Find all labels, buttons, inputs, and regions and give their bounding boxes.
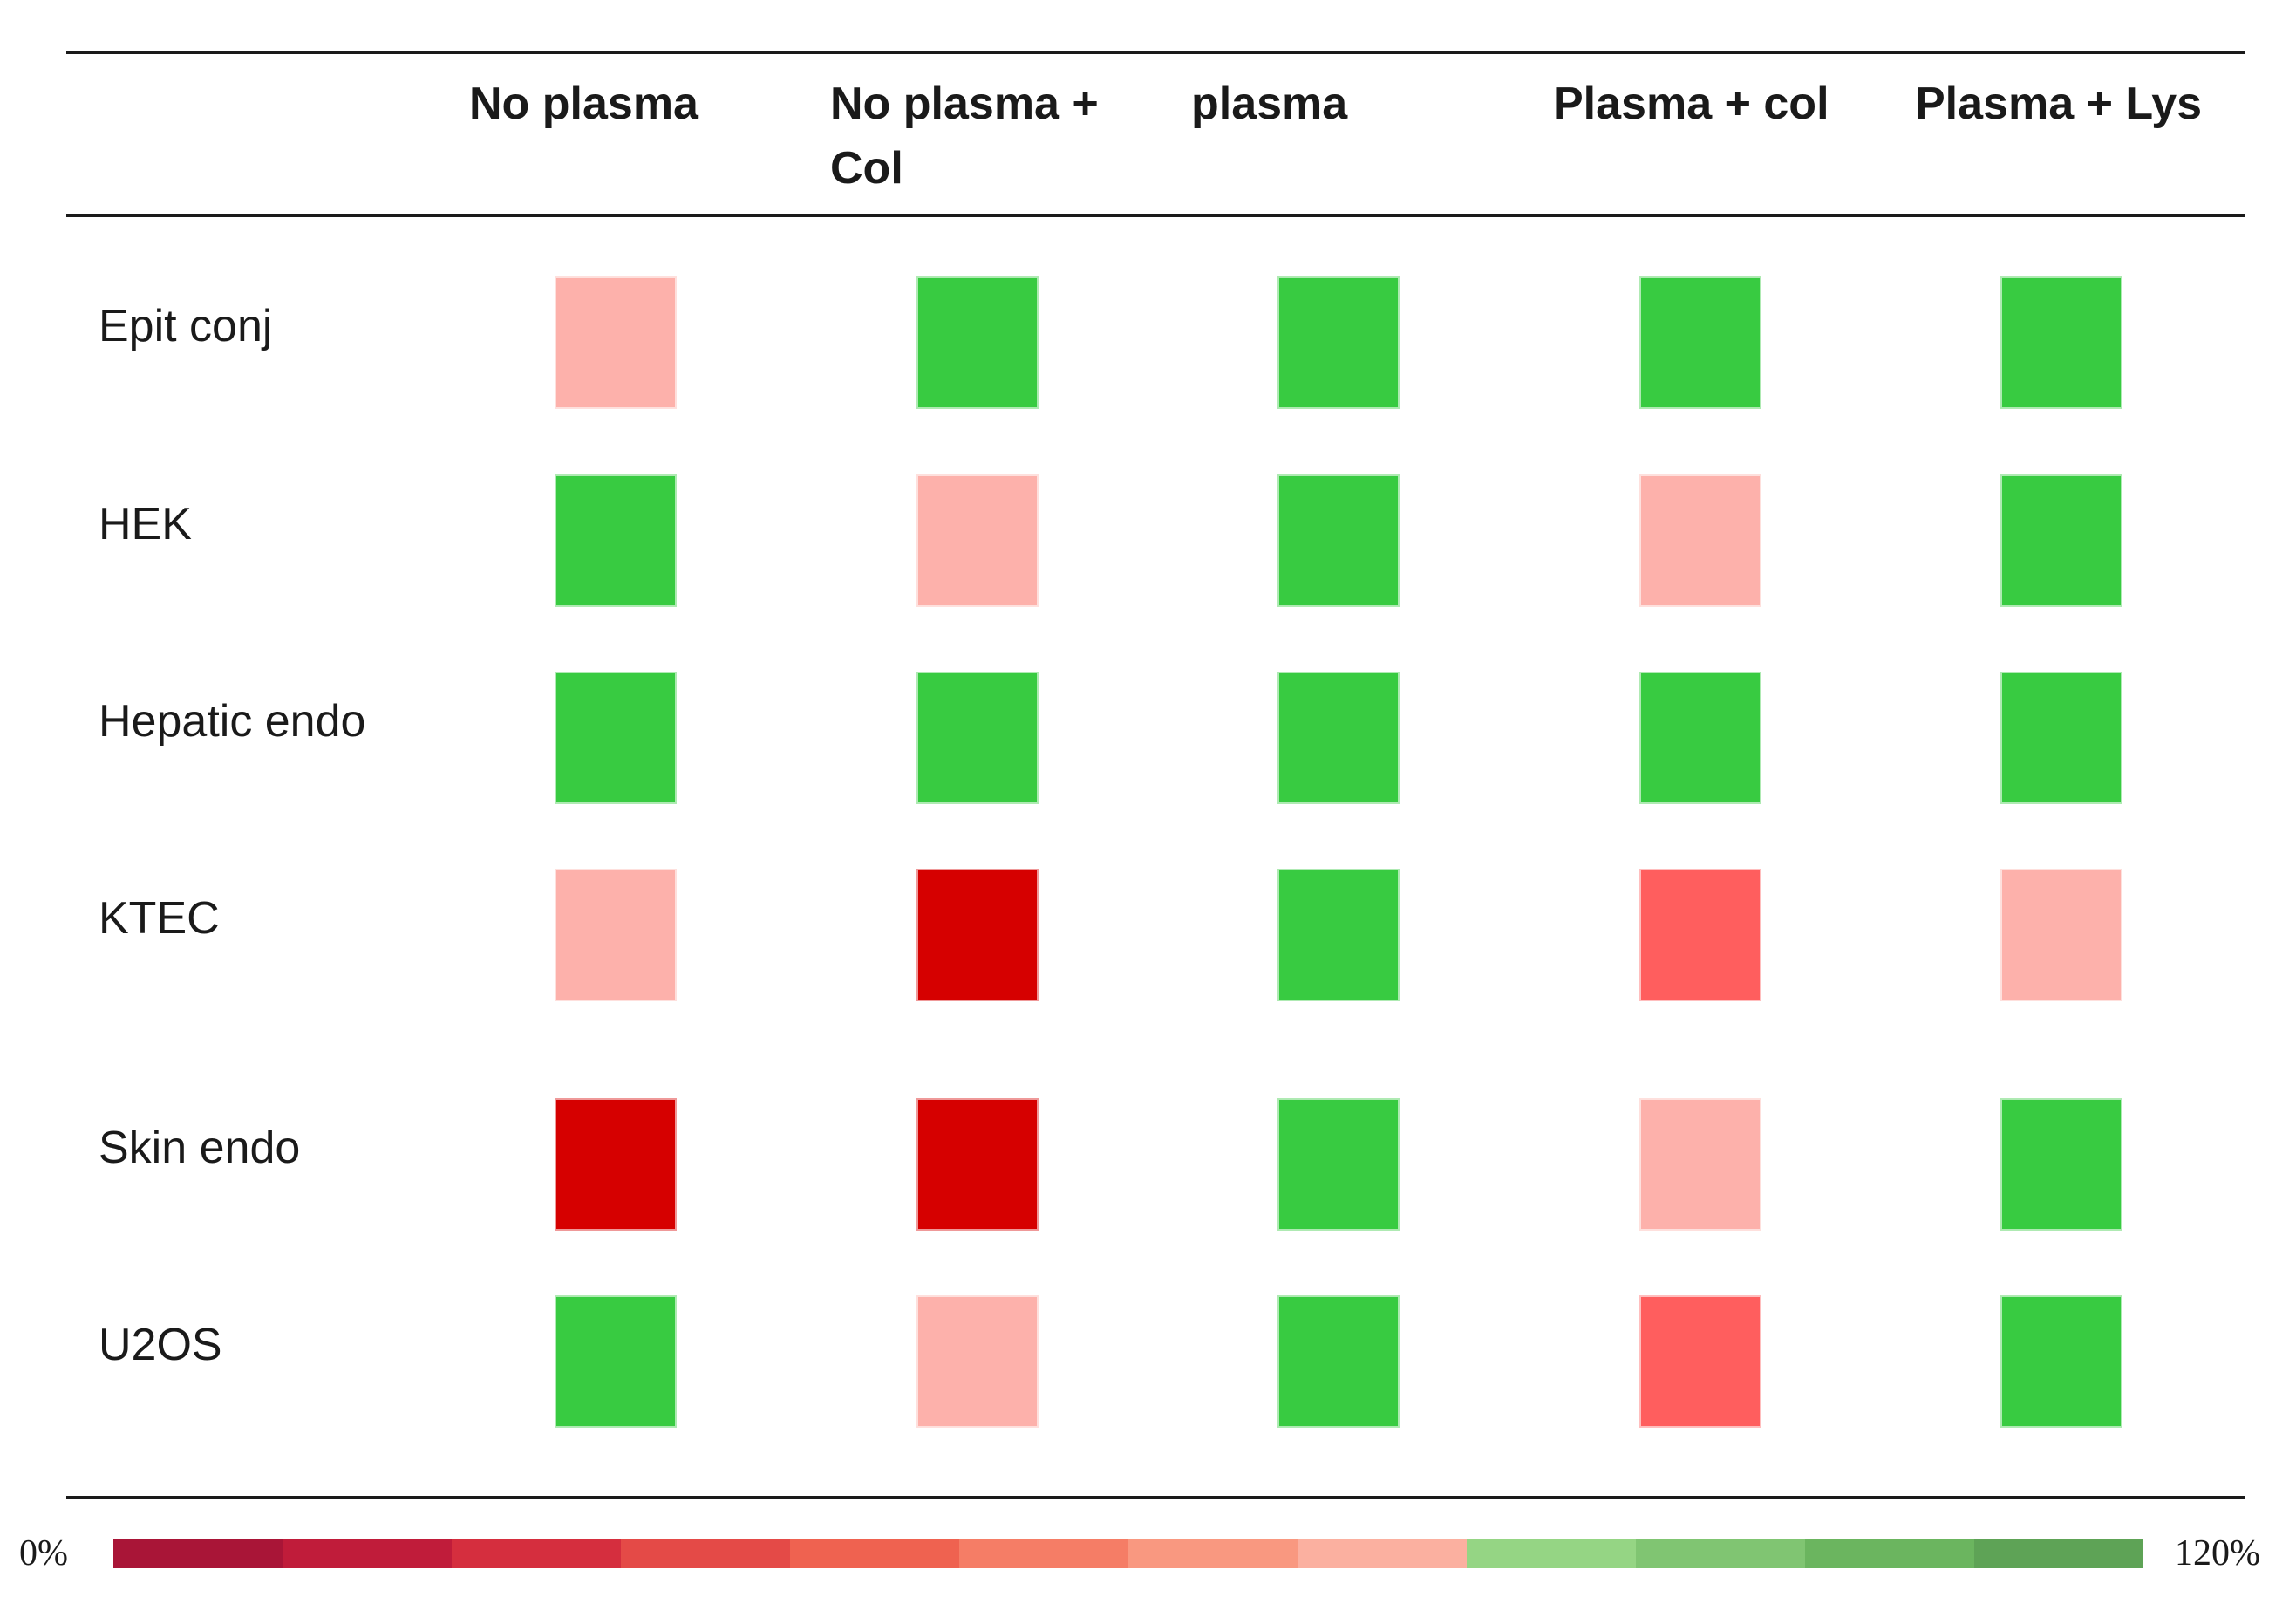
column-header: plasma [1191,79,1348,129]
color-scale-segment [959,1539,1129,1568]
heatmap-cell [2000,1295,2122,1428]
column-header: No plasma + Col [830,79,1099,194]
top-rule [66,51,2245,54]
heatmap-cell [2000,474,2122,607]
heatmap-cell [1639,672,1761,804]
scale-min-label: 0% [19,1533,68,1573]
column-header: Plasma + Lys [1915,79,2203,129]
heatmap-cell [1277,1295,1400,1428]
row-label: Hepatic endo [99,696,366,747]
column-header: No plasma [469,79,698,129]
color-scale-segment [790,1539,960,1568]
heatmap-cell [555,672,677,804]
heatmap-cell [1277,474,1400,607]
row-label: Skin endo [99,1123,301,1173]
color-scale-segment [1128,1539,1298,1568]
color-scale-segment [621,1539,791,1568]
heatmap-cell [1277,869,1400,1001]
heatmap-cell [555,276,677,409]
heatmap-cell [2000,1098,2122,1231]
heatmap-cell [916,276,1039,409]
heatmap-cell [916,672,1039,804]
color-scale-segment [113,1539,283,1568]
heatmap-cell [1639,869,1761,1001]
heatmap-cell [2000,869,2122,1001]
heatmap-cell [916,1098,1039,1231]
scale-max-label: 120% [2175,1533,2260,1573]
heatmap-cell [916,869,1039,1001]
color-scale-segment [1298,1539,1468,1568]
row-label: HEK [99,499,192,550]
heatmap-cell [1277,1098,1400,1231]
color-scale-segment [452,1539,622,1568]
heatmap-cell [916,1295,1039,1428]
heatmap-cell [1277,672,1400,804]
heatmap-cell [1639,276,1761,409]
header-rule [66,214,2245,217]
color-scale-segment [1636,1539,1806,1568]
heatmap-cell [1277,276,1400,409]
color-scale-segment [1805,1539,1975,1568]
heatmap-cell [1639,1098,1761,1231]
heatmap-cell [2000,672,2122,804]
color-scale-bar [113,1539,2143,1568]
heatmap-cell [1639,1295,1761,1428]
heatmap-cell [555,474,677,607]
heatmap-cell [916,474,1039,607]
color-scale-segment [1974,1539,2143,1568]
row-label: Epit conj [99,301,273,352]
bottom-rule [66,1496,2245,1499]
heatmap-cell [2000,276,2122,409]
heatmap-cell [1639,474,1761,607]
row-label: KTEC [99,893,220,944]
heatmap-cell [555,1295,677,1428]
color-scale-segment [1467,1539,1637,1568]
heatmap-cell [555,869,677,1001]
column-header: Plasma + col [1553,79,1829,129]
color-scale-segment [283,1539,453,1568]
heatmap-cell [555,1098,677,1231]
row-label: U2OS [99,1320,222,1370]
